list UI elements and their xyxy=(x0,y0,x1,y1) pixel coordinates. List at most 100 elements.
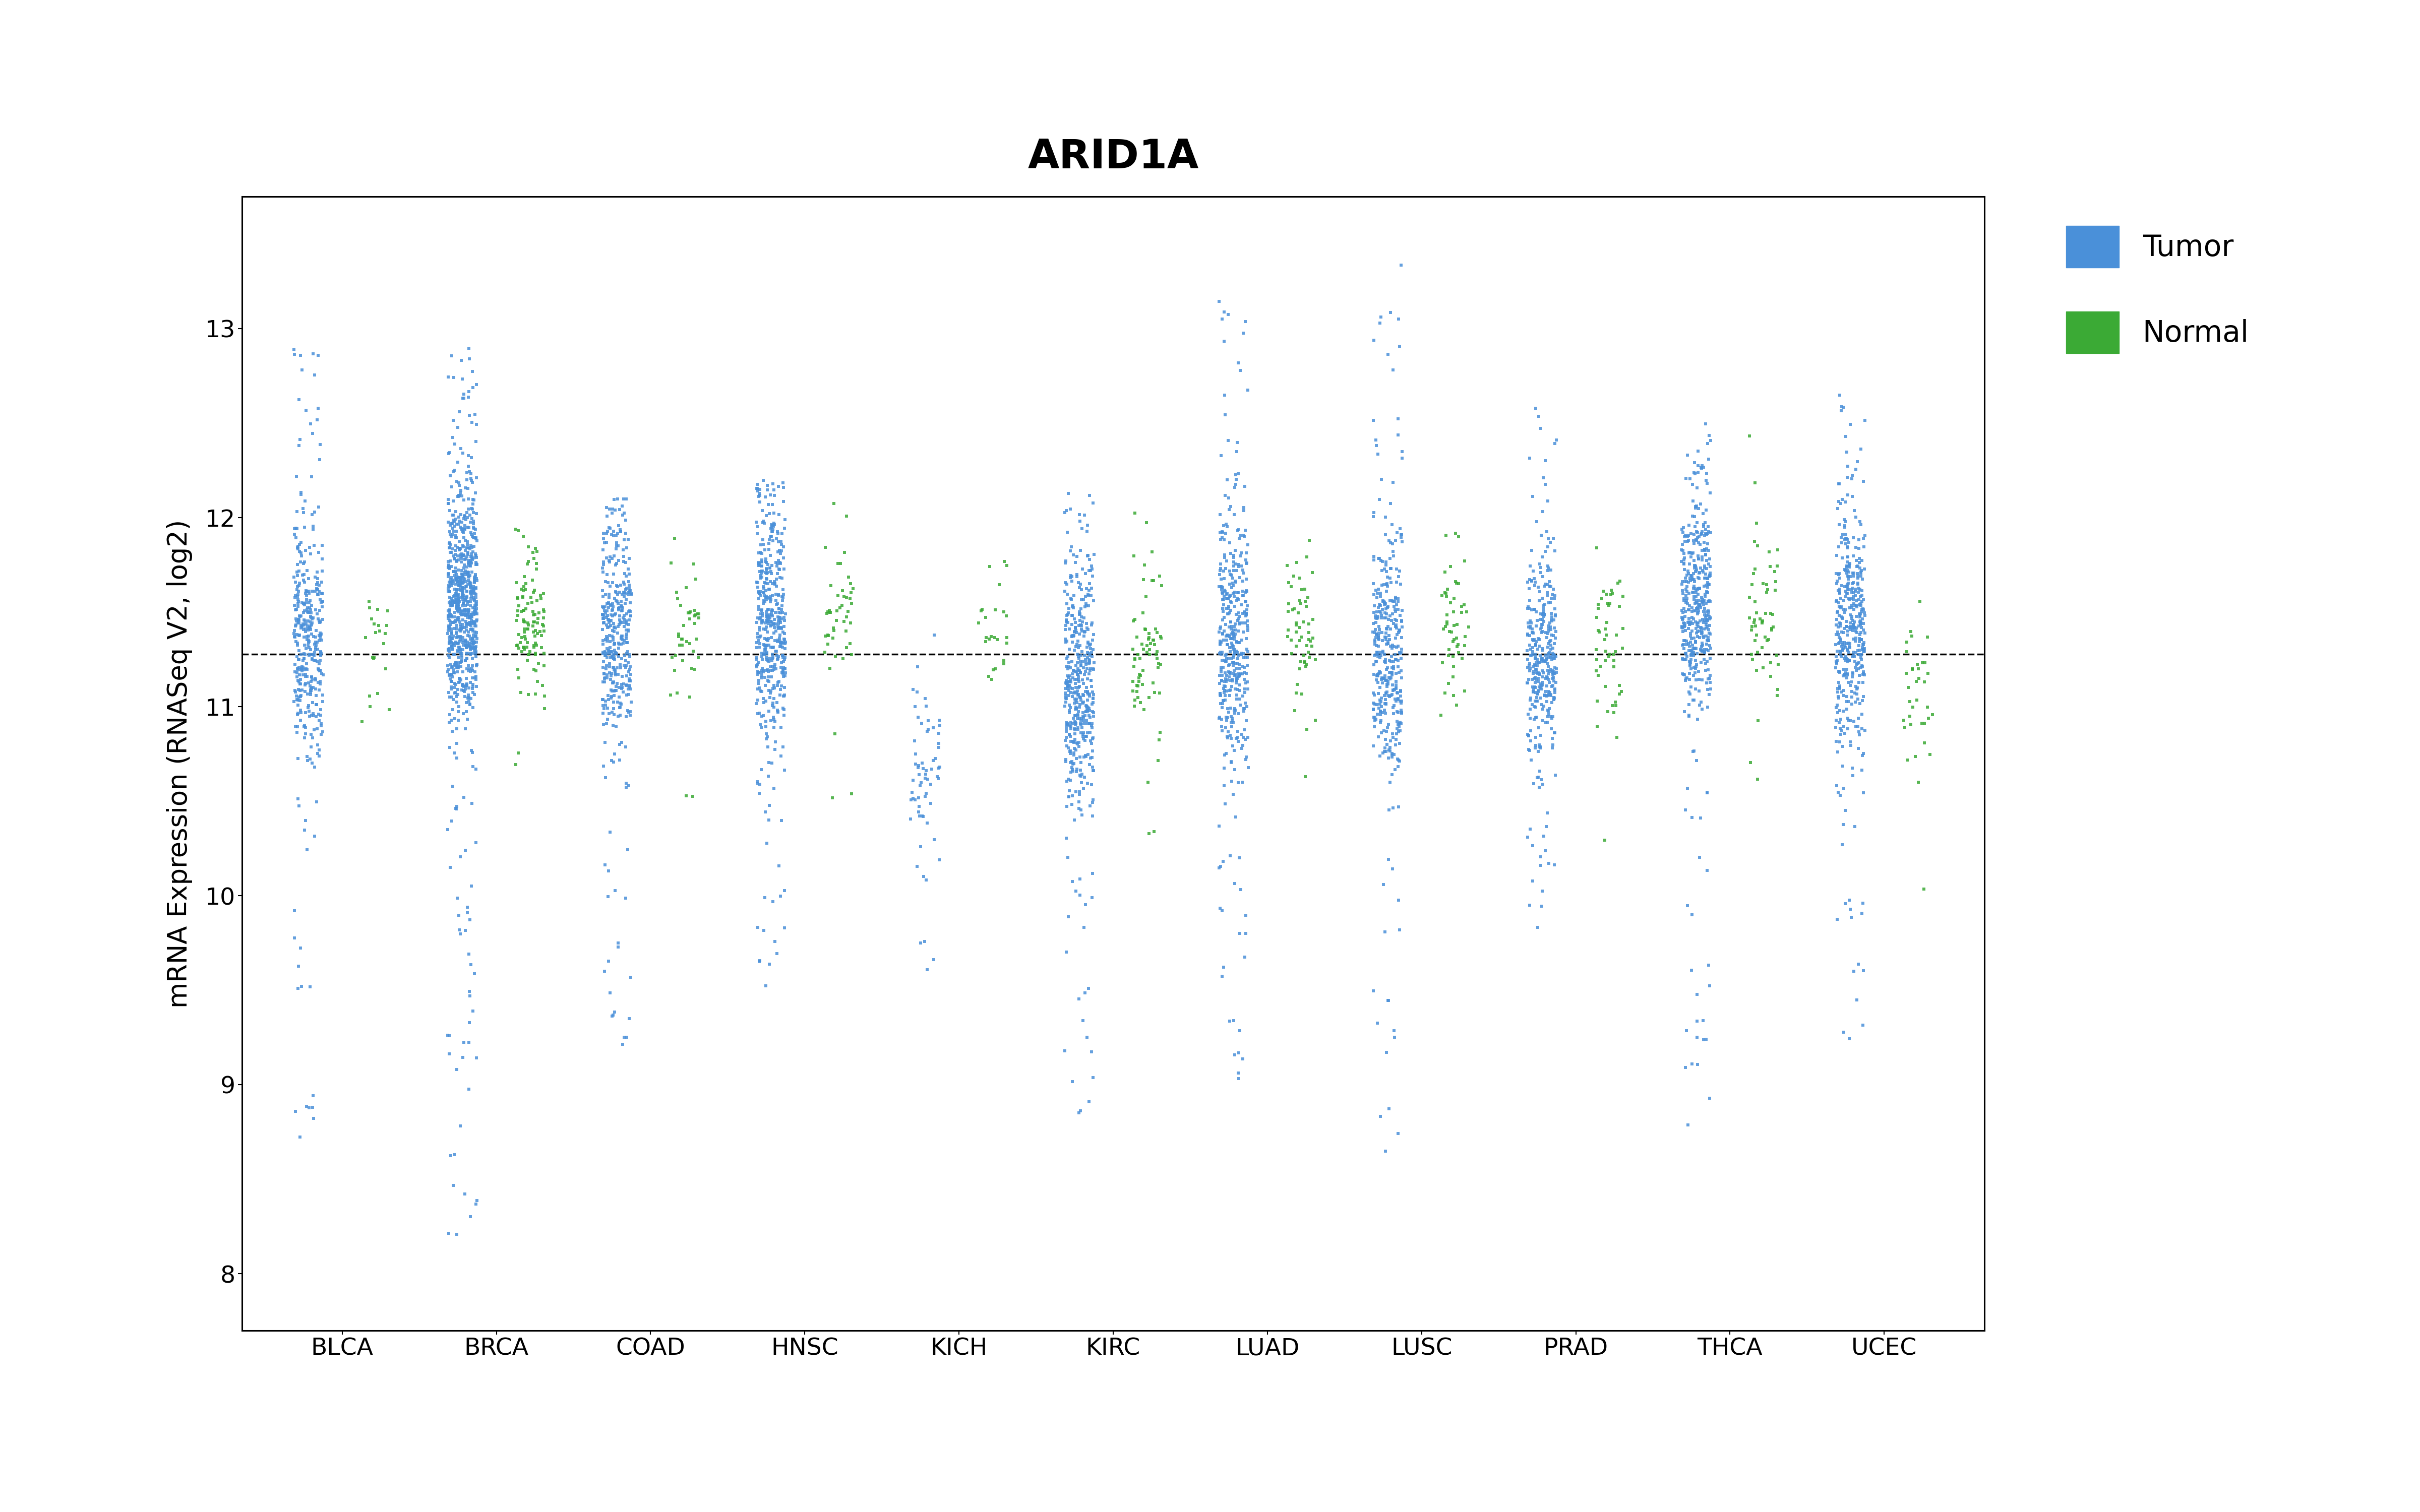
Point xyxy=(593,497,632,522)
Point xyxy=(281,572,319,596)
Point xyxy=(288,618,327,643)
Point xyxy=(1522,416,1561,440)
Point xyxy=(508,535,547,559)
Point xyxy=(433,488,472,513)
Point xyxy=(1055,659,1094,683)
Point xyxy=(431,499,469,523)
Point xyxy=(523,673,561,697)
Point xyxy=(1757,643,1796,667)
Point xyxy=(440,903,479,927)
Point xyxy=(1055,680,1094,705)
Point xyxy=(678,627,716,652)
Point xyxy=(586,765,624,789)
Point xyxy=(445,556,484,581)
Point xyxy=(515,578,554,602)
Point xyxy=(1510,643,1549,667)
Point xyxy=(750,482,789,507)
Point xyxy=(605,603,644,627)
Point xyxy=(1362,573,1401,597)
Point xyxy=(1842,646,1880,670)
Point xyxy=(1212,620,1251,644)
Point xyxy=(443,543,482,567)
Point xyxy=(457,552,496,576)
Point xyxy=(431,653,469,677)
Point xyxy=(1067,694,1106,718)
Point xyxy=(1692,428,1730,452)
Point xyxy=(1370,632,1408,656)
Point xyxy=(908,868,946,892)
Point xyxy=(513,581,552,605)
Point xyxy=(1675,556,1713,581)
Point xyxy=(1839,561,1878,585)
Point xyxy=(1220,702,1258,726)
Point xyxy=(298,573,336,597)
Point xyxy=(1055,712,1094,736)
Point xyxy=(1372,665,1411,689)
Point xyxy=(455,611,494,635)
Point xyxy=(1070,662,1108,686)
Point xyxy=(1837,655,1876,679)
Point xyxy=(1687,538,1725,562)
Point xyxy=(1060,782,1099,806)
Point xyxy=(1677,591,1716,615)
Point xyxy=(286,715,324,739)
Point xyxy=(448,605,486,629)
Point xyxy=(760,608,799,632)
Point xyxy=(1292,629,1331,653)
Point xyxy=(1912,742,1951,767)
Point xyxy=(1534,587,1573,611)
Point xyxy=(607,618,646,643)
Point xyxy=(915,715,953,739)
Point xyxy=(1222,692,1261,717)
Point xyxy=(1527,449,1566,473)
Point xyxy=(457,640,496,664)
Point xyxy=(586,853,624,877)
Point xyxy=(1752,617,1791,641)
Point xyxy=(450,643,489,667)
Point xyxy=(1842,623,1880,647)
Point xyxy=(288,600,327,624)
Point xyxy=(1839,643,1878,667)
Point xyxy=(743,547,782,572)
Point xyxy=(1045,680,1084,705)
Point xyxy=(1663,532,1701,556)
Point xyxy=(1372,729,1411,753)
Point xyxy=(1067,679,1106,703)
Point xyxy=(445,717,484,741)
Point xyxy=(302,723,341,747)
Point xyxy=(293,647,332,671)
Point xyxy=(440,635,479,659)
Point xyxy=(1687,411,1725,435)
Point xyxy=(1600,673,1638,697)
Point xyxy=(753,597,791,621)
Point xyxy=(1060,797,1099,821)
Point xyxy=(1360,623,1399,647)
Point xyxy=(433,662,472,686)
Point xyxy=(1837,680,1876,705)
Point xyxy=(765,649,803,673)
Point xyxy=(445,507,484,531)
Point xyxy=(1370,989,1408,1013)
Point xyxy=(1220,555,1258,579)
Point xyxy=(1532,531,1571,555)
Point xyxy=(520,652,559,676)
Point xyxy=(811,573,849,597)
Point xyxy=(1360,692,1399,717)
Point xyxy=(1060,650,1099,674)
Point xyxy=(450,497,489,522)
Point xyxy=(443,535,482,559)
Point xyxy=(450,612,489,637)
Point xyxy=(1210,624,1249,649)
Point xyxy=(762,744,801,768)
Point xyxy=(598,522,636,546)
Point xyxy=(453,608,491,632)
Point xyxy=(1532,558,1571,582)
Point xyxy=(590,981,629,1005)
Point xyxy=(1817,708,1856,732)
Point xyxy=(300,623,339,647)
Point xyxy=(1534,597,1573,621)
Point xyxy=(1827,558,1866,582)
Point xyxy=(445,838,484,862)
Point xyxy=(1200,682,1239,706)
Point xyxy=(1212,634,1251,658)
